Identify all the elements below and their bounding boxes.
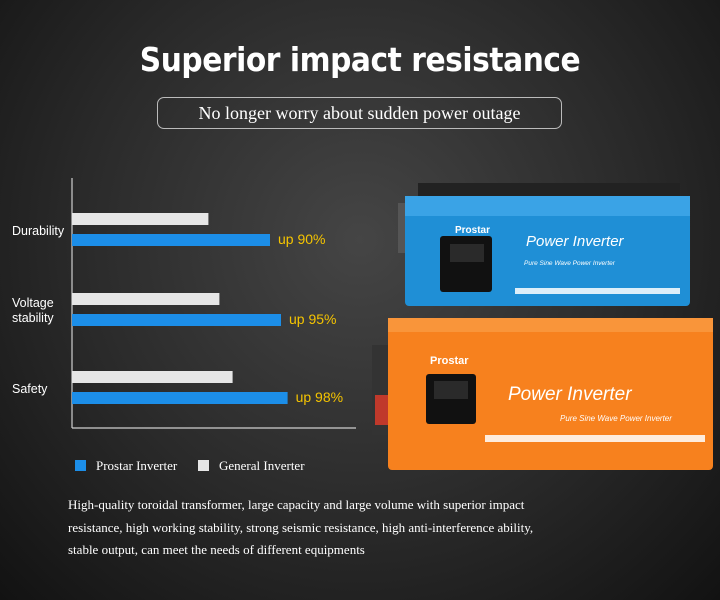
bar [72,234,270,246]
legend-swatch [198,460,209,471]
brand: Prostar [430,355,469,367]
subtitle: No longer worry about sudden power outag… [198,103,521,123]
category-label: Voltage stability [12,296,54,325]
subtitle-box [157,97,562,129]
product-desc: Pure Sine Wave Power Inverter [560,414,672,423]
bar [72,213,209,225]
legend-label: Prostar Inverter [96,458,178,473]
legend-label: General Inverter [219,458,305,473]
category-label: Durability [12,224,65,238]
description: High-quality toroidal transformer, large… [68,497,534,557]
bar [72,314,281,326]
title: Superior impact resistance [139,40,581,79]
product-blue: Prostar Power Inverter Pure Sine Wave Po… [398,183,690,306]
product-name: Power Inverter [526,233,625,250]
product-name: Power Inverter [508,384,632,405]
product-orange: Prostar Power Inverter Pure Sine Wave Po… [372,318,713,470]
category-label: Safety [12,382,48,396]
value-label: up 95% [289,311,337,327]
product-desc: Pure Sine Wave Power Inverter [524,260,616,267]
bar [72,293,220,305]
legend-swatch [75,460,86,471]
value-label: up 90% [278,231,326,247]
bar [72,392,288,404]
bar [72,371,233,383]
brand: Prostar [455,225,490,236]
value-label: up 98% [295,389,344,405]
